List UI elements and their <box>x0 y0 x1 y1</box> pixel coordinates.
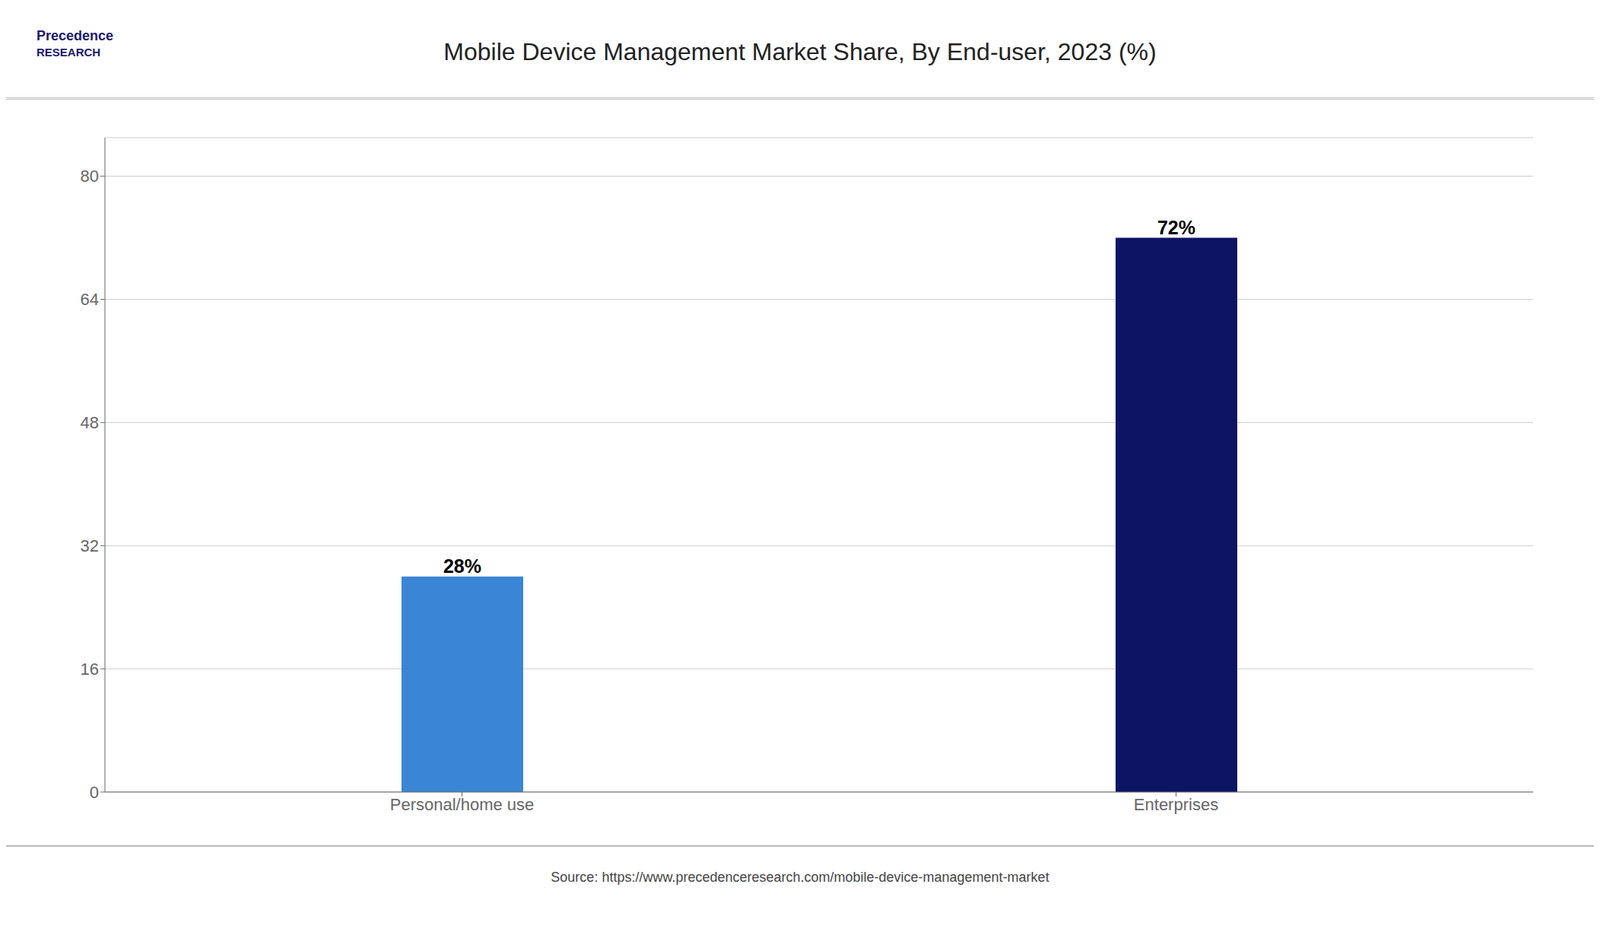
svg-text:0: 0 <box>89 782 99 802</box>
svg-text:64: 64 <box>80 289 99 309</box>
html-text:RESEARCH: RESEARCH <box>36 45 101 59</box>
svg-text:Personal/home use: Personal/home use <box>390 794 535 814</box>
svg-text:Enterprises: Enterprises <box>1133 794 1219 814</box>
svg-text:48: 48 <box>80 412 99 432</box>
html-text:Precedence: Precedence <box>36 28 114 44</box>
svg-text:80: 80 <box>80 166 99 186</box>
html-text:Source: https://www.precedence: Source: https://www.precedenceresearch.c… <box>550 868 1050 885</box>
svg-text:32: 32 <box>80 536 99 556</box>
svg-text:28%: 28% <box>443 555 482 577</box>
html-text:Mobile Device Management Marke: Mobile Device Management Market Share, B… <box>443 37 1157 66</box>
svg-text:72%: 72% <box>1157 216 1196 239</box>
svg-text:16: 16 <box>80 659 99 679</box>
